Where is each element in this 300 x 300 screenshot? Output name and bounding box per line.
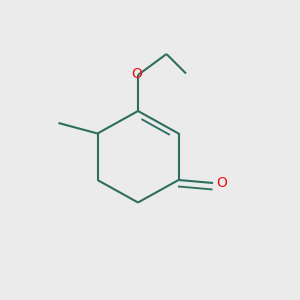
- Text: O: O: [131, 67, 142, 80]
- Text: O: O: [216, 176, 227, 190]
